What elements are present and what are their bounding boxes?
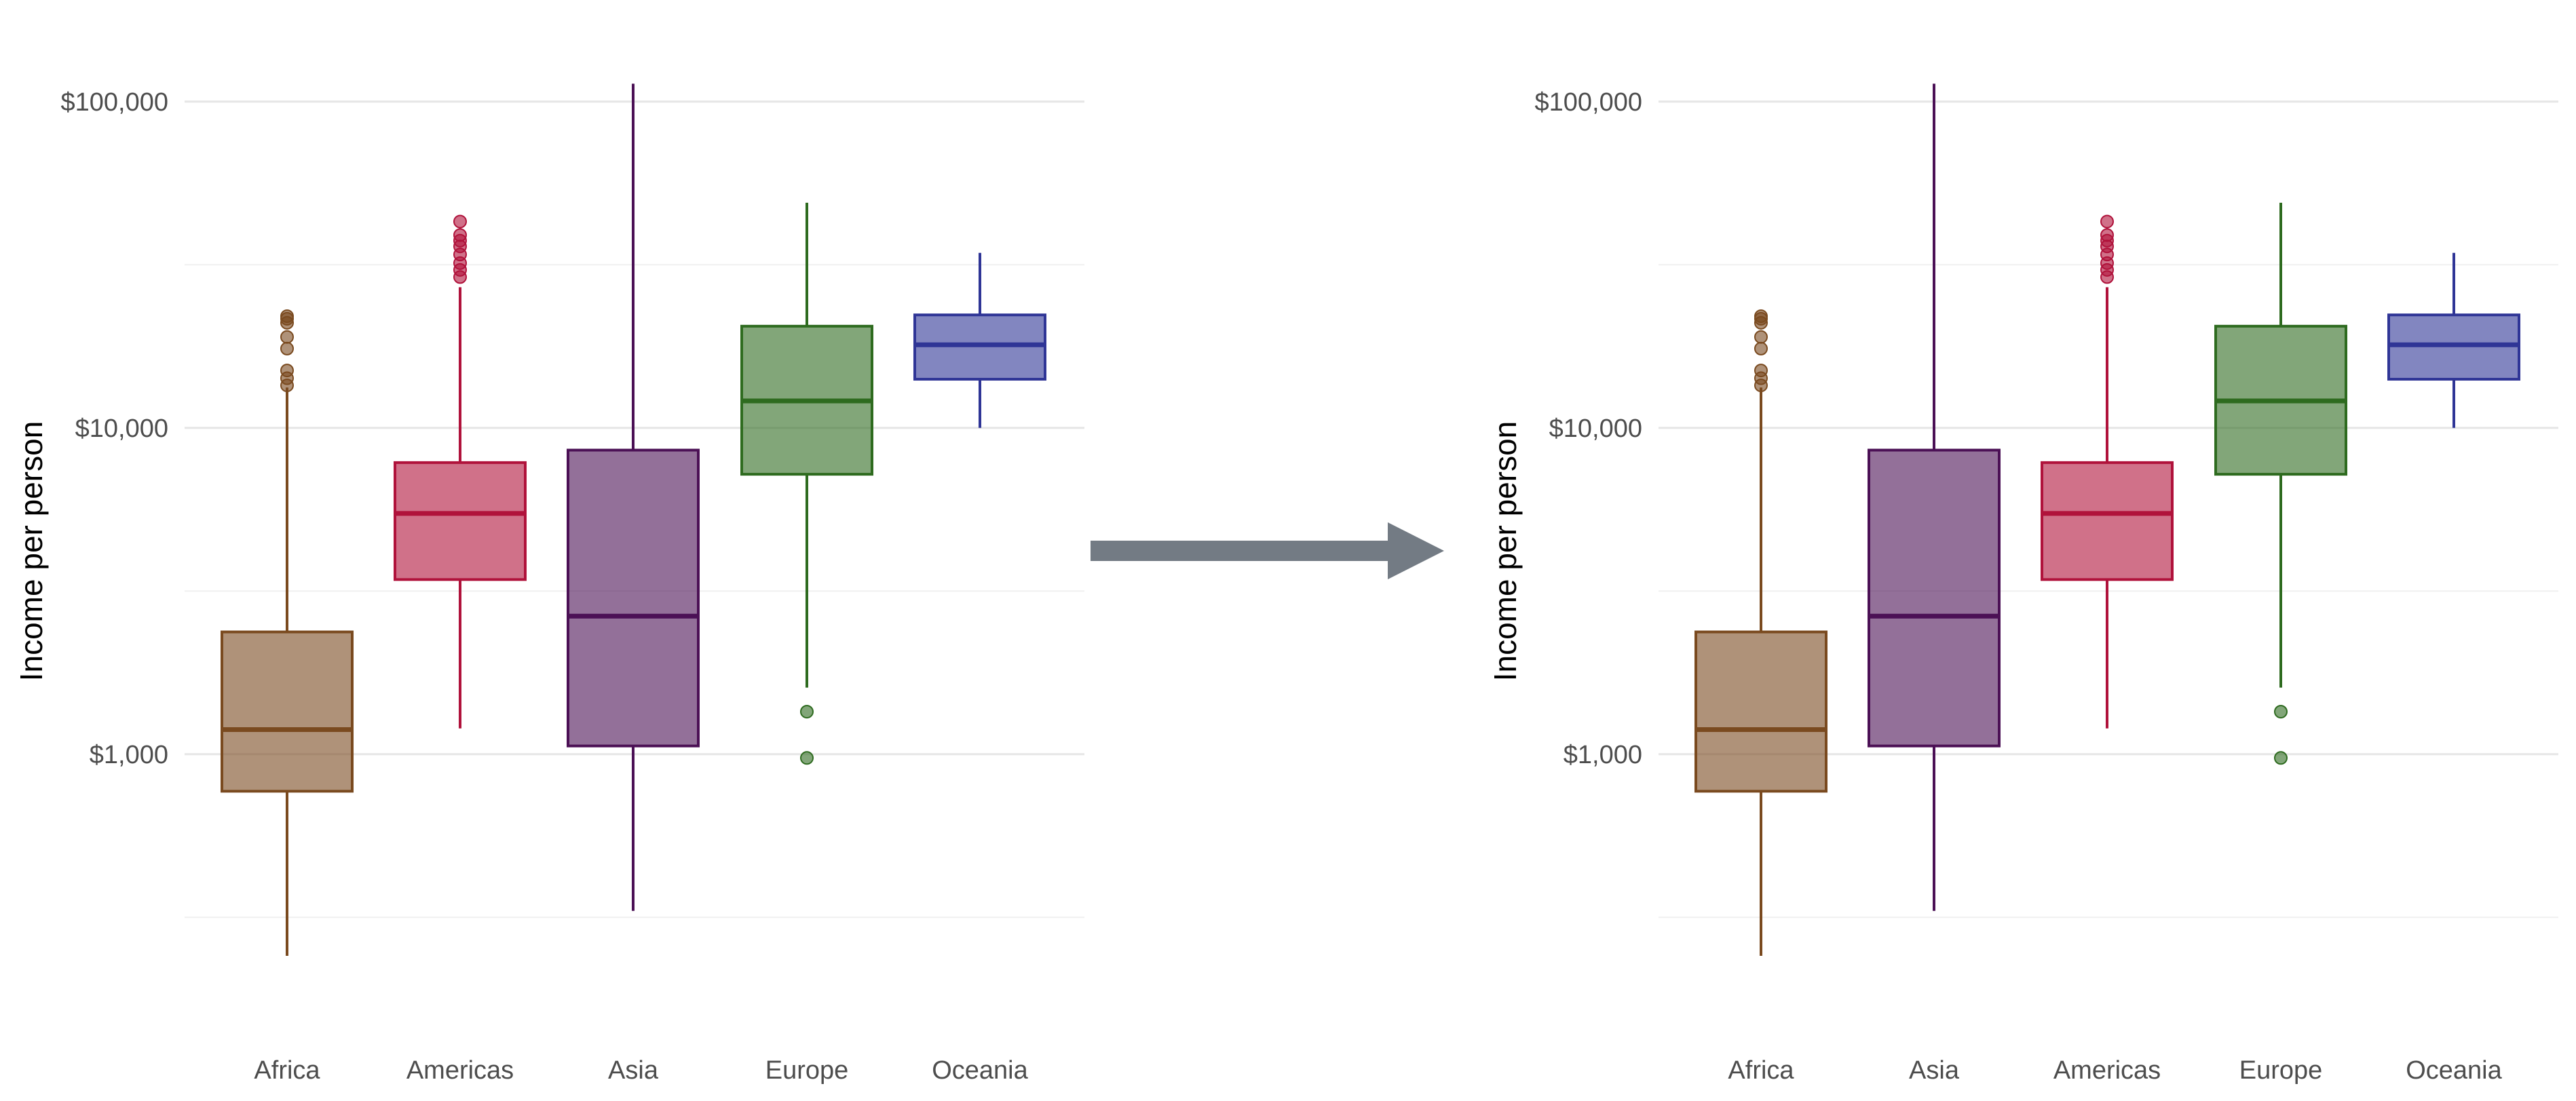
x-tick-label: Americas bbox=[406, 1056, 514, 1085]
y-tick-label: $10,000 bbox=[75, 414, 168, 443]
iqr-box bbox=[1868, 448, 2001, 748]
outlier-point bbox=[280, 364, 294, 378]
x-tick-label: Oceania bbox=[932, 1056, 1028, 1085]
x-tick-label: Oceania bbox=[2406, 1056, 2502, 1085]
box-americas bbox=[394, 214, 527, 729]
y-tick-label: $100,000 bbox=[61, 88, 169, 117]
box-europe bbox=[2214, 202, 2347, 765]
outlier-point bbox=[1754, 341, 1768, 355]
box-asia bbox=[567, 83, 700, 911]
y-axis-title: Income per person bbox=[1488, 421, 1523, 682]
iqr-box bbox=[221, 630, 354, 793]
right-arrow-icon bbox=[1091, 522, 1444, 579]
y-tick-label: $100,000 bbox=[1535, 88, 1643, 117]
box-europe bbox=[740, 202, 873, 765]
outlier-point bbox=[280, 341, 294, 355]
left-boxplot-panel: $1,000 $10,000 $100,000 Income per person Af… bbox=[14, 83, 1084, 1085]
outlier-point bbox=[280, 330, 294, 344]
arrow-head bbox=[1388, 522, 1444, 579]
iqr-box bbox=[1694, 630, 1827, 793]
iqr-box bbox=[2041, 461, 2174, 581]
y-axis-title: Income per person bbox=[14, 421, 49, 682]
outlier-point bbox=[800, 705, 814, 719]
x-tick-label: Asia bbox=[1909, 1056, 1960, 1085]
outlier-point bbox=[453, 214, 467, 229]
y-tick-label: $10,000 bbox=[1549, 414, 1642, 443]
arrow-shaft bbox=[1091, 541, 1389, 561]
outlier-point bbox=[2274, 751, 2288, 765]
box-africa bbox=[1694, 309, 1827, 957]
x-tick-label: Europe bbox=[765, 1056, 849, 1085]
outlier-point bbox=[2100, 214, 2114, 229]
outlier-point bbox=[453, 228, 467, 242]
x-tick-label: Africa bbox=[254, 1056, 320, 1085]
outlier-point bbox=[1754, 330, 1768, 344]
outlier-point bbox=[1754, 309, 1768, 324]
outlier-point bbox=[2100, 228, 2114, 242]
y-tick-label: $1,000 bbox=[1564, 741, 1642, 769]
right-boxplot-panel: $1,000 $10,000 $100,000 Income per person Af… bbox=[1488, 83, 2558, 1085]
x-tick-label: Africa bbox=[1728, 1056, 1794, 1085]
y-tick-label: $1,000 bbox=[90, 741, 168, 769]
outlier-point bbox=[800, 751, 814, 765]
x-tick-label: Americas bbox=[2053, 1056, 2161, 1085]
outlier-point bbox=[2274, 705, 2288, 719]
outlier-point bbox=[1754, 364, 1768, 378]
iqr-box bbox=[394, 461, 527, 581]
box-oceania bbox=[2387, 252, 2520, 428]
iqr-box bbox=[567, 448, 700, 748]
box-africa bbox=[221, 309, 354, 957]
x-tick-label: Europe bbox=[2239, 1056, 2323, 1085]
box-oceania bbox=[913, 252, 1046, 428]
box-asia bbox=[1868, 83, 2001, 911]
outlier-point bbox=[280, 309, 294, 324]
box-americas bbox=[2041, 214, 2174, 729]
x-tick-label: Asia bbox=[608, 1056, 659, 1085]
